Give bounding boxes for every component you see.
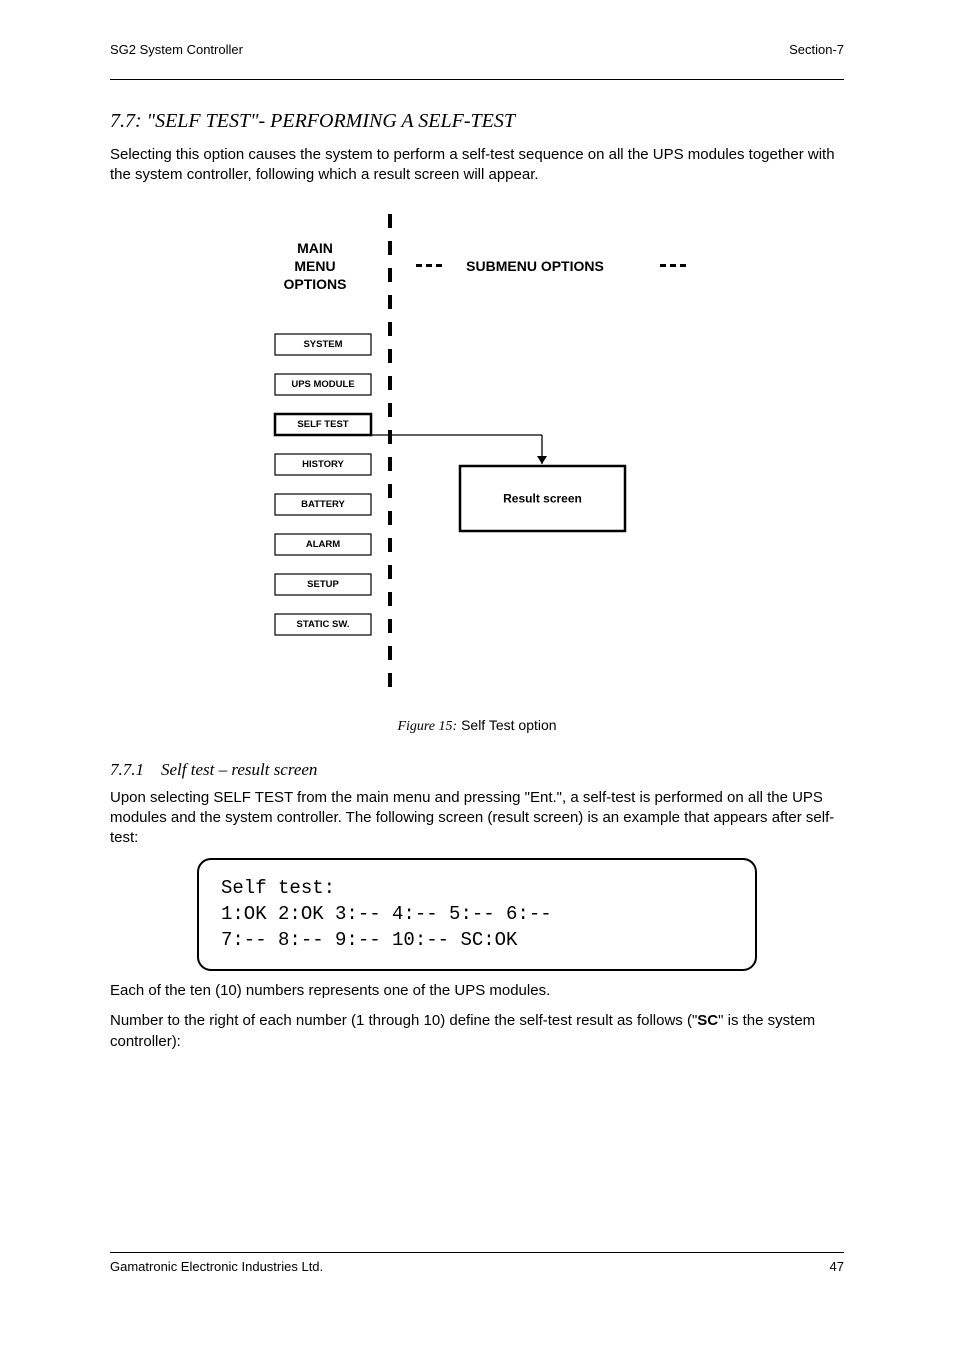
menu-diagram: MAIN MENU OPTIONS SUBMENU OPTIONS SYSTEM UPS … [110, 206, 844, 706]
after-text-2: Number to the right of each number (1 th… [110, 1011, 844, 1052]
header-left: SG2 System Controller [110, 42, 243, 57]
section-title: 7.7: "SELF TEST"- PERFORMING A SELF-TEST [110, 110, 844, 133]
figure-caption: Figure 15: Self Test option [110, 717, 844, 735]
after-text-1: Each of the ten (10) numbers represents … [110, 981, 844, 1001]
after2-part1: Number to the right of each number (1 th… [110, 1012, 697, 1029]
header-rule [110, 79, 844, 80]
subsection-title: 7.7.1 Self test – result screen [110, 760, 844, 780]
figure-label: Figure 15: [397, 719, 457, 734]
svg-text:Result screen: Result screen [503, 491, 582, 505]
lcd-line-2: 1:OK 2:OK 3:-- 4:-- 5:-- 6:-- [221, 902, 733, 928]
svg-text:BATTERY: BATTERY [301, 499, 345, 510]
svg-text:SETUP: SETUP [307, 579, 339, 590]
figure-text: Self Test option [457, 717, 556, 733]
section-body: Selecting this option causes the system … [110, 145, 844, 186]
lcd-line-3: 7:-- 8:-- 9:-- 10:-- SC:OK [221, 928, 733, 954]
svg-text:SYSTEM: SYSTEM [303, 339, 342, 350]
subsection-number: 7.7.1 [110, 760, 144, 779]
svg-text:UPS MODULE: UPS MODULE [291, 379, 354, 390]
svg-text:MAIN: MAIN [297, 240, 333, 256]
spacer [110, 1062, 844, 1212]
section-title-text: "SELF TEST"- PERFORMING A SELF-TEST [147, 110, 515, 132]
page: SG2 System Controller Section-7 7.7: "SE… [0, 0, 954, 1314]
footer-right: 47 [830, 1259, 844, 1274]
svg-text:MENU: MENU [294, 258, 335, 274]
lcd-result-screen: Self test: 1:OK 2:OK 3:-- 4:-- 5:-- 6:--… [197, 858, 757, 971]
page-header: SG2 System Controller Section-7 [110, 42, 844, 57]
header-right: Section-7 [789, 42, 844, 57]
footer-rule [110, 1252, 844, 1253]
svg-text:SELF TEST: SELF TEST [297, 419, 348, 430]
svg-text:STATIC SW.: STATIC SW. [297, 619, 350, 630]
page-footer: Gamatronic Electronic Industries Ltd. 47 [110, 1259, 844, 1274]
svg-text:OPTIONS: OPTIONS [283, 276, 346, 292]
section-number: 7.7: [110, 110, 142, 132]
subsection-title-text: Self test – result screen [161, 760, 317, 779]
svg-text:HISTORY: HISTORY [302, 459, 344, 470]
lcd-line-1: Self test: [221, 876, 733, 902]
subsection-body: Upon selecting SELF TEST from the main m… [110, 788, 844, 849]
after2-bold: SC [697, 1012, 718, 1029]
svg-text:ALARM: ALARM [306, 539, 340, 550]
svg-text:SUBMENU OPTIONS: SUBMENU OPTIONS [466, 258, 604, 274]
footer-left: Gamatronic Electronic Industries Ltd. [110, 1259, 323, 1274]
